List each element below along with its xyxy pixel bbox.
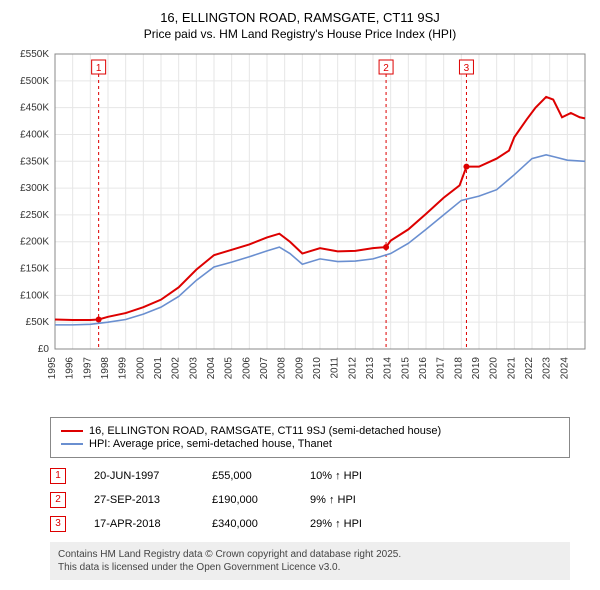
svg-text:2005: 2005 bbox=[224, 357, 235, 380]
svg-text:1996: 1996 bbox=[65, 357, 76, 380]
svg-text:2023: 2023 bbox=[542, 357, 553, 380]
svg-text:2006: 2006 bbox=[241, 357, 252, 380]
svg-text:2024: 2024 bbox=[559, 357, 570, 380]
svg-text:3: 3 bbox=[464, 63, 470, 74]
svg-text:2003: 2003 bbox=[188, 357, 199, 380]
legend-swatch bbox=[61, 443, 83, 445]
legend-row: 16, ELLINGTON ROAD, RAMSGATE, CT11 9SJ (… bbox=[61, 425, 559, 437]
svg-text:2018: 2018 bbox=[453, 357, 464, 380]
legend-label: 16, ELLINGTON ROAD, RAMSGATE, CT11 9SJ (… bbox=[89, 425, 441, 437]
svg-text:£350K: £350K bbox=[20, 156, 49, 167]
svg-text:£50K: £50K bbox=[26, 317, 50, 328]
svg-text:1995: 1995 bbox=[47, 357, 58, 380]
footer-line-2: This data is licensed under the Open Gov… bbox=[58, 561, 562, 574]
marker-price: £340,000 bbox=[212, 518, 282, 530]
legend: 16, ELLINGTON ROAD, RAMSGATE, CT11 9SJ (… bbox=[50, 417, 570, 458]
marker-price: £55,000 bbox=[212, 470, 282, 482]
svg-text:2020: 2020 bbox=[489, 357, 500, 380]
legend-swatch bbox=[61, 430, 83, 432]
marker-delta: 9% ↑ HPI bbox=[310, 494, 356, 506]
svg-text:£100K: £100K bbox=[20, 290, 49, 301]
footer-line-1: Contains HM Land Registry data © Crown c… bbox=[58, 548, 562, 561]
svg-text:2021: 2021 bbox=[506, 357, 517, 380]
svg-text:2016: 2016 bbox=[418, 357, 429, 380]
marker-date: 27-SEP-2013 bbox=[94, 494, 184, 506]
svg-text:£550K: £550K bbox=[20, 49, 49, 60]
svg-text:2010: 2010 bbox=[312, 357, 323, 380]
chart-svg: £0 £50K £100K £150K £200K £250K £300K £350K £400… bbox=[10, 49, 590, 409]
svg-text:£200K: £200K bbox=[20, 237, 49, 248]
marker-row: 2 27-SEP-2013 £190,000 9% ↑ HPI bbox=[50, 488, 570, 512]
marker-row: 3 17-APR-2018 £340,000 29% ↑ HPI bbox=[50, 512, 570, 536]
legend-row: HPI: Average price, semi-detached house,… bbox=[61, 438, 559, 450]
svg-text:2014: 2014 bbox=[383, 357, 394, 380]
svg-text:2009: 2009 bbox=[294, 357, 305, 380]
svg-text:2008: 2008 bbox=[277, 357, 288, 380]
svg-text:£150K: £150K bbox=[20, 264, 49, 275]
svg-text:2017: 2017 bbox=[436, 357, 447, 380]
svg-text:1997: 1997 bbox=[82, 357, 93, 380]
svg-text:1998: 1998 bbox=[100, 357, 111, 380]
marker-number: 3 bbox=[50, 516, 66, 532]
svg-text:£400K: £400K bbox=[20, 129, 49, 140]
svg-text:£500K: £500K bbox=[20, 76, 49, 87]
footer-notice: Contains HM Land Registry data © Crown c… bbox=[50, 542, 570, 580]
marker-table: 1 20-JUN-1997 £55,000 10% ↑ HPI 2 27-SEP-2013… bbox=[50, 464, 570, 536]
svg-text:2: 2 bbox=[383, 63, 389, 74]
marker-price: £190,000 bbox=[212, 494, 282, 506]
page-title: 16, ELLINGTON ROAD, RAMSGATE, CT11 9SJ bbox=[10, 10, 590, 25]
svg-text:£0: £0 bbox=[38, 344, 50, 355]
svg-text:1: 1 bbox=[96, 63, 102, 74]
svg-text:2001: 2001 bbox=[153, 357, 164, 380]
svg-text:2000: 2000 bbox=[135, 357, 146, 380]
marker-number: 1 bbox=[50, 468, 66, 484]
marker-row: 1 20-JUN-1997 £55,000 10% ↑ HPI bbox=[50, 464, 570, 488]
svg-text:2004: 2004 bbox=[206, 357, 217, 380]
svg-text:£450K: £450K bbox=[20, 103, 49, 114]
svg-text:2022: 2022 bbox=[524, 357, 535, 380]
legend-label: HPI: Average price, semi-detached house,… bbox=[89, 438, 332, 450]
svg-text:2007: 2007 bbox=[259, 357, 270, 380]
marker-date: 17-APR-2018 bbox=[94, 518, 184, 530]
marker-number: 2 bbox=[50, 492, 66, 508]
svg-text:£300K: £300K bbox=[20, 183, 49, 194]
svg-text:1999: 1999 bbox=[118, 357, 129, 380]
svg-text:2012: 2012 bbox=[347, 357, 358, 380]
svg-text:2002: 2002 bbox=[171, 357, 182, 380]
svg-text:2011: 2011 bbox=[330, 357, 341, 379]
marker-date: 20-JUN-1997 bbox=[94, 470, 184, 482]
price-chart: £0 £50K £100K £150K £200K £250K £300K £350K £400… bbox=[10, 49, 590, 409]
marker-delta: 29% ↑ HPI bbox=[310, 518, 362, 530]
svg-text:£250K: £250K bbox=[20, 210, 49, 221]
marker-delta: 10% ↑ HPI bbox=[310, 470, 362, 482]
svg-text:2015: 2015 bbox=[400, 357, 411, 380]
svg-text:2019: 2019 bbox=[471, 357, 482, 380]
page-subtitle: Price paid vs. HM Land Registry's House … bbox=[10, 27, 590, 41]
svg-text:2013: 2013 bbox=[365, 357, 376, 380]
